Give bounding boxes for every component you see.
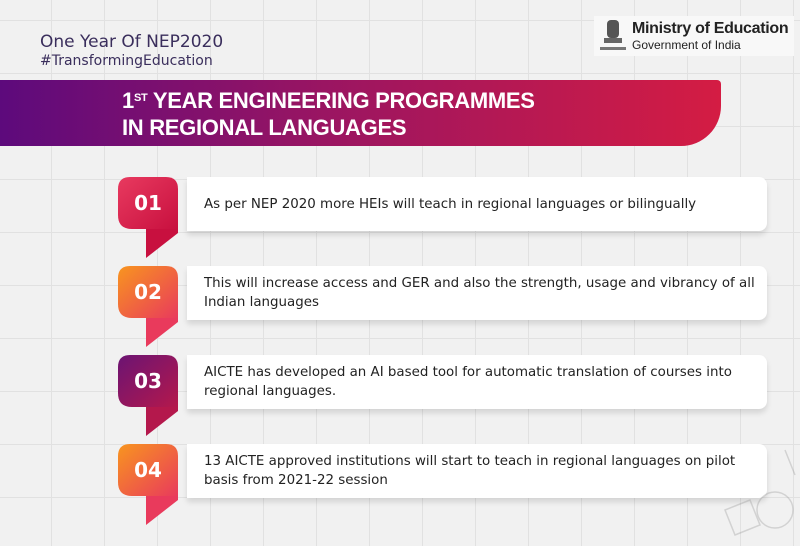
- item-text: 13 AICTE approved institutions will star…: [204, 454, 736, 488]
- item-number: 01: [134, 191, 162, 215]
- item-number: 04: [134, 458, 162, 482]
- item-number: 03: [134, 369, 162, 393]
- title-superscript: ST: [133, 92, 148, 104]
- title-number: 1: [122, 88, 134, 113]
- item-card: As per NEP 2020 more HEIs will teach in …: [187, 177, 767, 231]
- item-card: 13 AICTE approved institutions will star…: [187, 444, 767, 498]
- title-banner: 1ST YEAR ENGINEERING PROGRAMMES IN REGIO…: [0, 80, 721, 146]
- number-badge: [118, 177, 178, 258]
- item-card: AICTE has developed an AI based tool for…: [187, 355, 767, 409]
- campaign-hashtag: #TransformingEducation: [40, 53, 213, 69]
- ministry-logo: Ministry of Education Government of Indi…: [594, 16, 794, 56]
- item-text: As per NEP 2020 more HEIs will teach in …: [204, 196, 697, 212]
- campaign-heading: One Year Of NEP2020 #TransformingEducati…: [40, 32, 223, 70]
- item-text: This will increase access and GER and al…: [204, 276, 755, 310]
- number-badge: [118, 355, 178, 436]
- title-line2: IN REGIONAL LANGUAGES: [122, 115, 407, 140]
- government-name: Government of India: [632, 37, 741, 52]
- banner-title: 1ST YEAR ENGINEERING PROGRAMMES IN REGIO…: [122, 87, 535, 141]
- education-doodle-icon: [724, 449, 796, 536]
- campaign-title: One Year Of NEP2020: [40, 32, 224, 52]
- national-emblem-icon: [600, 20, 626, 50]
- item-card: This will increase access and GER and al…: [187, 266, 767, 320]
- title-line1: YEAR ENGINEERING PROGRAMMES: [147, 88, 535, 113]
- item-number: 02: [134, 280, 162, 304]
- ministry-name: Ministry of Education: [632, 19, 789, 37]
- number-badge: [118, 266, 178, 347]
- item-text: AICTE has developed an AI based tool for…: [204, 365, 732, 399]
- number-badge: [118, 444, 178, 525]
